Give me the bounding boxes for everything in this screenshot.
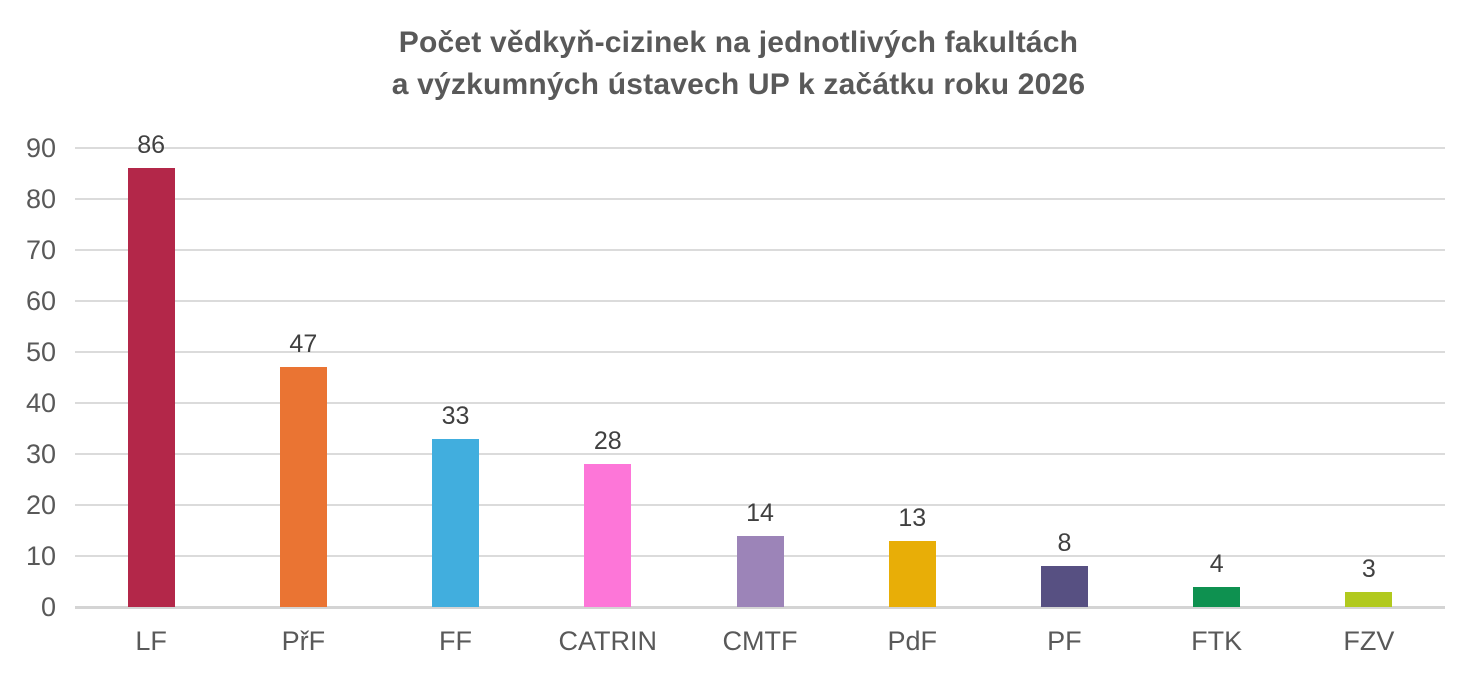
y-axis-tick-label: 30 xyxy=(25,439,56,469)
bar-přf xyxy=(279,367,327,607)
gridline-y-70 xyxy=(75,249,1445,251)
y-axis-tick-label: 60 xyxy=(25,286,56,316)
y-axis-tick-label: 20 xyxy=(25,490,56,520)
data-label-pdf: 13 xyxy=(898,503,927,532)
y-axis-tick-label: 40 xyxy=(25,388,56,418)
gridline-y-30 xyxy=(75,453,1445,455)
bar-catrin xyxy=(584,464,632,607)
y-axis-tick-label: 10 xyxy=(25,541,56,571)
chart-title-line-2: a výzkumných ústavech UP k začátku roku … xyxy=(391,68,1086,101)
bar-lf xyxy=(127,168,175,607)
data-label-přf: 47 xyxy=(289,330,318,359)
y-axis-tick-label: 50 xyxy=(25,337,56,367)
gridline-y-80 xyxy=(75,198,1445,200)
x-axis-category-label-lf: LF xyxy=(135,626,167,656)
data-label-catrin: 28 xyxy=(593,427,622,456)
gridline-y-60 xyxy=(75,300,1445,302)
y-axis-tick-label: 70 xyxy=(25,235,56,265)
data-label-lf: 86 xyxy=(137,131,166,160)
x-axis-category-label-fzv: FZV xyxy=(1343,626,1395,656)
gridline-y-50 xyxy=(75,351,1445,353)
x-axis-line xyxy=(75,606,1445,609)
bar-ftk xyxy=(1193,586,1241,607)
gridline-y-90 xyxy=(75,147,1445,149)
gridline-y-40 xyxy=(75,402,1445,404)
x-axis-category-label-pdf: PdF xyxy=(887,626,937,656)
x-axis-category-label-cmtf: CMTF xyxy=(722,626,798,656)
bar-fzv xyxy=(1345,591,1393,607)
data-label-cmtf: 14 xyxy=(746,498,774,527)
x-axis-category-label-pf: PF xyxy=(1047,626,1082,656)
bar-pf xyxy=(1040,566,1088,607)
y-axis-tick-label: 80 xyxy=(25,184,56,214)
gridline-y-20 xyxy=(75,504,1445,506)
x-axis-category-label-ftk: FTK xyxy=(1191,626,1243,656)
x-axis-category-label-ff: FF xyxy=(439,626,473,656)
data-label-pf: 8 xyxy=(1057,529,1072,558)
x-axis-category-label-catrin: CATRIN xyxy=(558,626,658,656)
x-axis-category-label-přf: PřF xyxy=(281,626,326,656)
y-axis-tick-label: 0 xyxy=(40,592,56,622)
data-label-fzv: 3 xyxy=(1361,554,1376,583)
bar-cmtf xyxy=(736,535,784,607)
chart-title: Počet vědkyň-cizinek na jednotlivých fak… xyxy=(0,22,1477,106)
data-label-ff: 33 xyxy=(441,401,470,430)
chart-title-line-1: Počet vědkyň-cizinek na jednotlivých fak… xyxy=(398,26,1079,59)
y-axis-tick-label: 90 xyxy=(25,133,56,163)
bar-pdf xyxy=(888,540,936,607)
data-label-ftk: 4 xyxy=(1209,549,1224,578)
bar-ff xyxy=(432,438,480,607)
